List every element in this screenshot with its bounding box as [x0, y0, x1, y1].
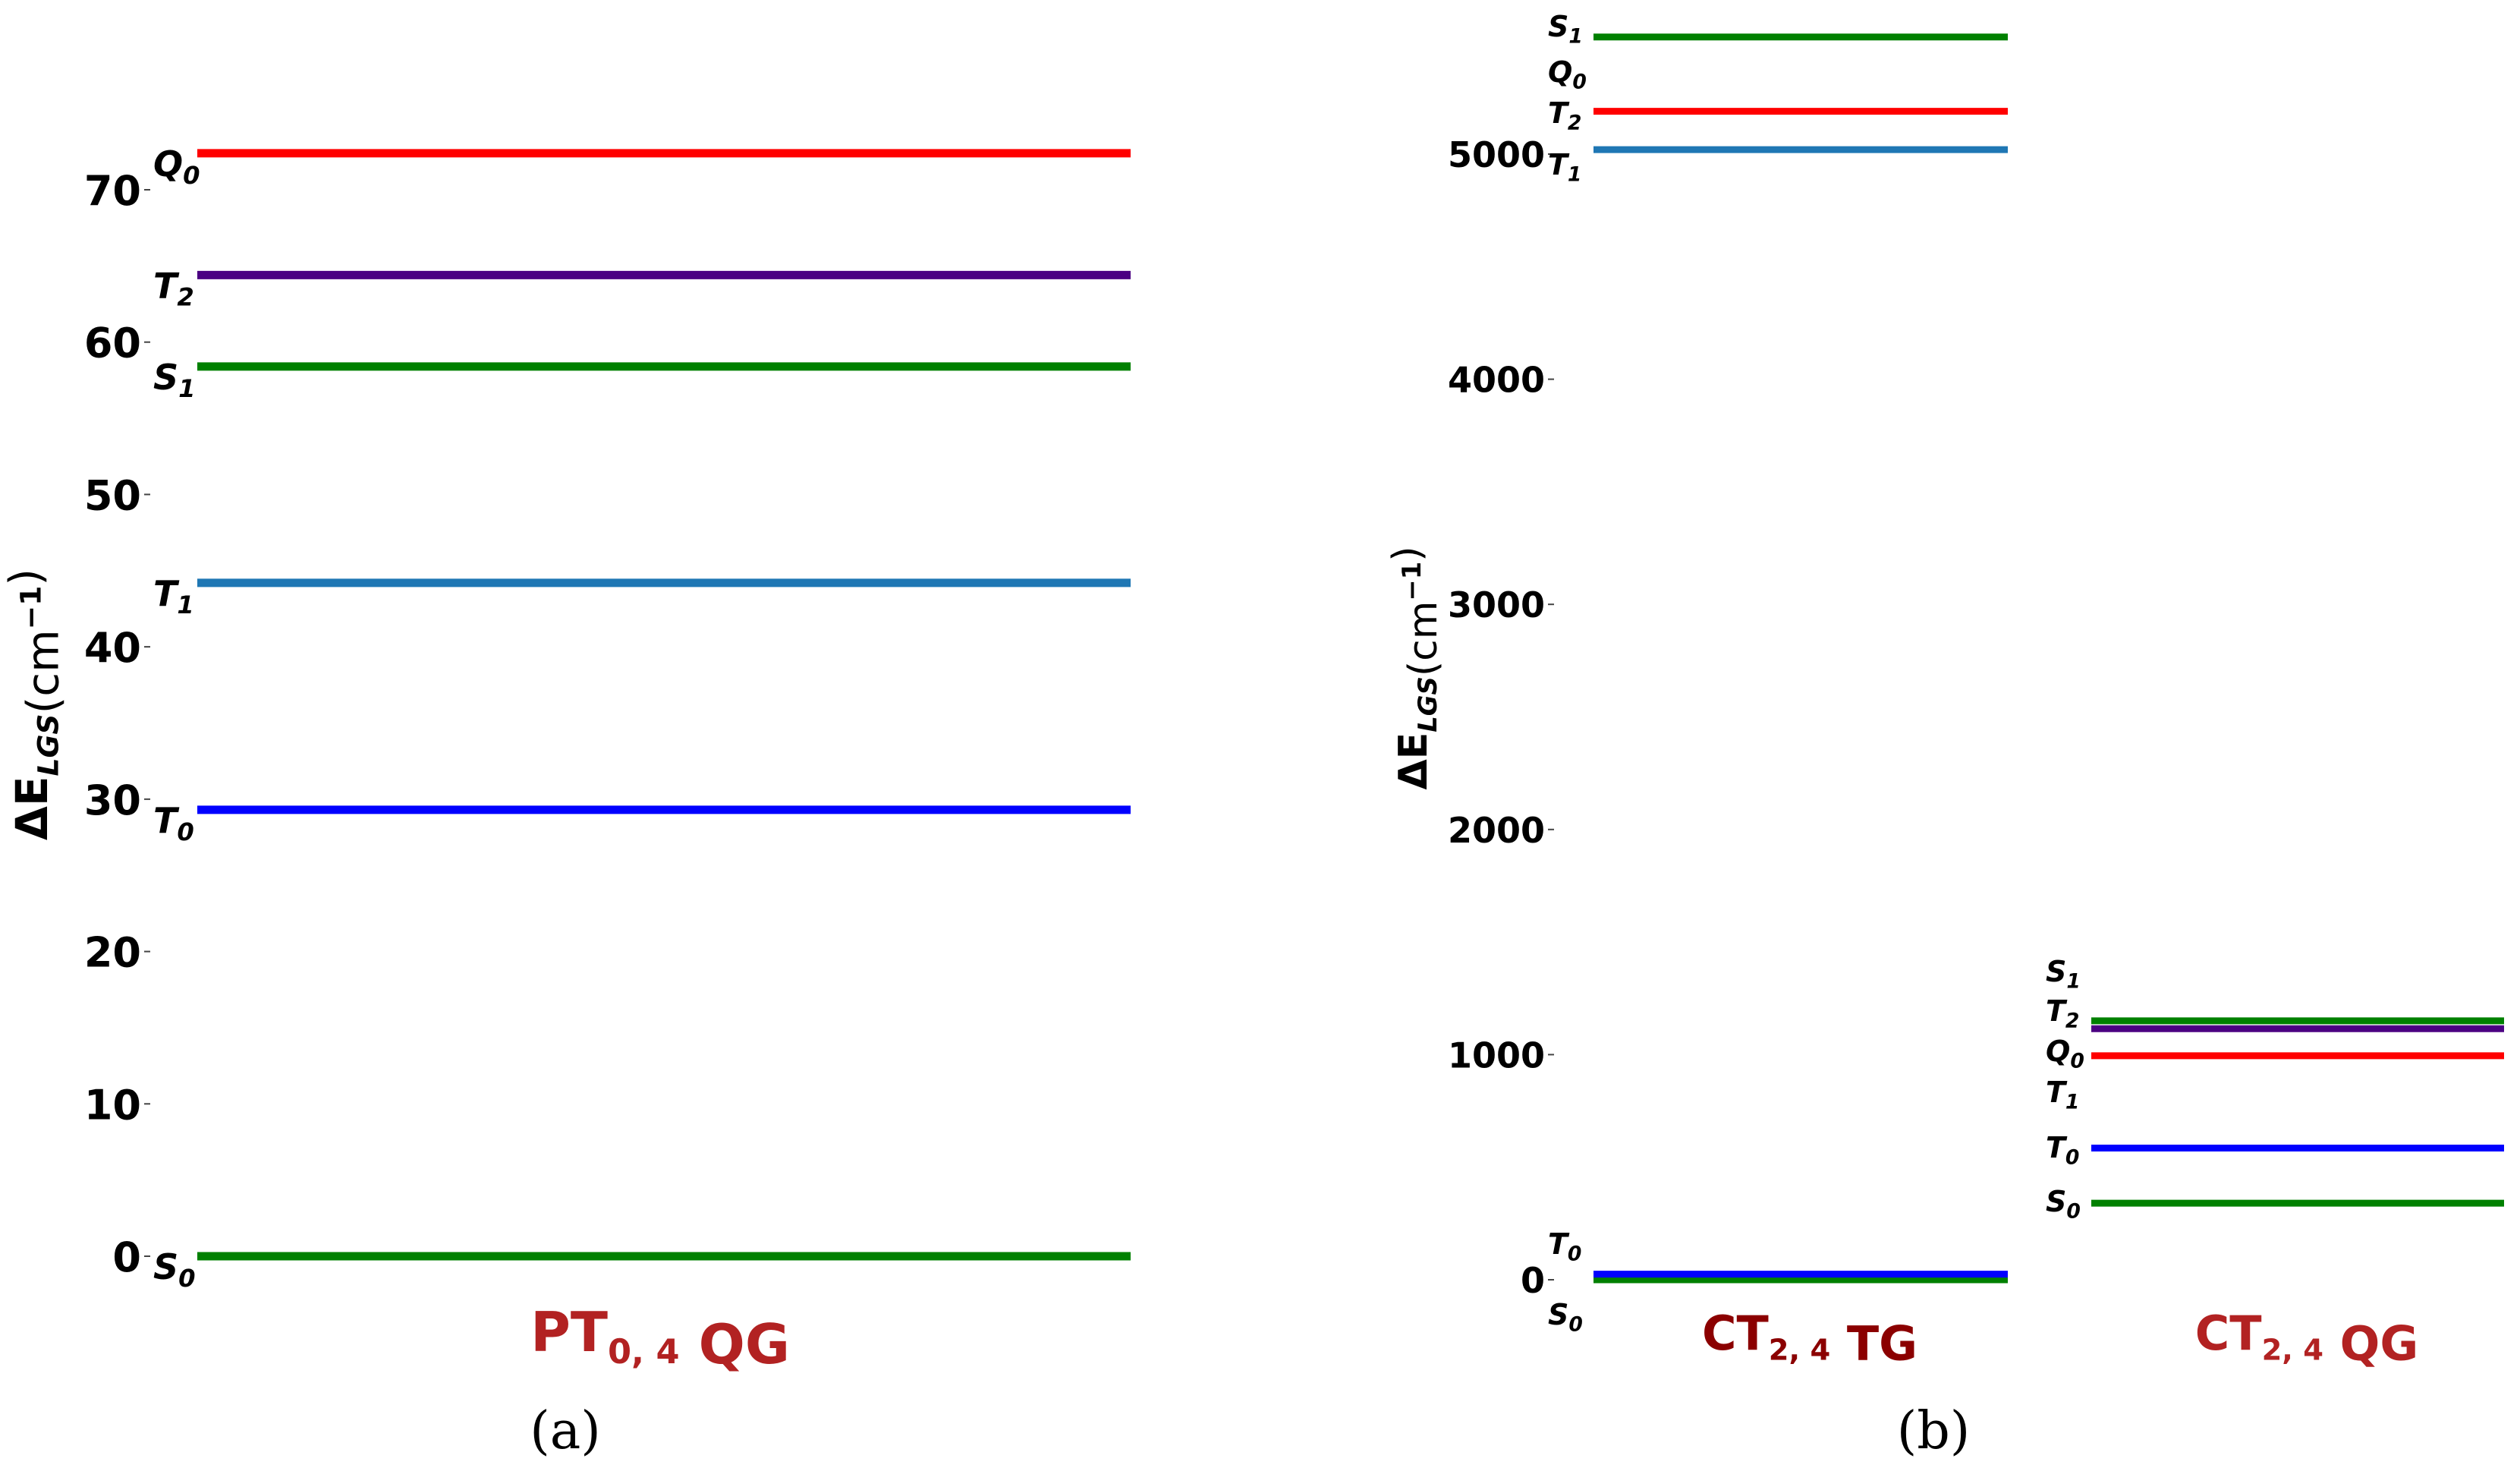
- y-tick-label: 10: [84, 1081, 141, 1129]
- state-label: T1: [153, 573, 194, 619]
- y-tick-label: 0: [112, 1233, 141, 1281]
- state-label: T2: [1548, 96, 1581, 134]
- y-tick-label: 4000: [1448, 360, 1545, 401]
- panel-a: 0 10 20 30 40 50 60 70 ΔELGS(cm−1) S0 T0 T1 S1 T2 Q0 PT…: [0, 143, 1131, 1461]
- y-tick-label: 40: [84, 624, 141, 672]
- state-label: S0: [2046, 1185, 2081, 1223]
- state-label: T2: [2046, 994, 2079, 1032]
- state-label: S0: [153, 1246, 196, 1293]
- panel-caption: (a): [530, 1401, 601, 1461]
- y-tick-label: 3000: [1448, 584, 1545, 625]
- y-axis-label: ΔELGS(cm−1): [1385, 546, 1446, 789]
- y-tick-label: 0: [1521, 1260, 1545, 1301]
- y-tick-label: 50: [84, 471, 141, 519]
- y-tick-label: 20: [84, 929, 141, 977]
- y-tick-label: 2000: [1448, 810, 1545, 851]
- state-label: S0: [1548, 1298, 1583, 1336]
- column-label: CT2, 4 QG: [2195, 1306, 2418, 1372]
- y-tick-label: 5000: [1448, 134, 1545, 175]
- column-label: PT0, 4 QG: [530, 1300, 790, 1376]
- column-label: CT2, 4 TG: [1702, 1306, 1918, 1372]
- y-tick-label: 70: [84, 167, 141, 215]
- y-tick-label: 1000: [1448, 1035, 1545, 1076]
- state-label: T1: [2046, 1076, 2079, 1114]
- panel-b: 0 1000 2000 3000 4000 5000 ΔELGS(cm−1) S0 T0 T1 T2…: [1385, 10, 2504, 1461]
- y-axis-label: ΔELGS(cm−1): [0, 569, 68, 840]
- state-label: Q0: [2046, 1035, 2084, 1073]
- state-label: S1: [153, 357, 196, 403]
- state-label: S1: [1548, 10, 1583, 48]
- state-label: T0: [153, 800, 194, 846]
- y-tick-label: 30: [84, 777, 141, 824]
- state-label: T2: [153, 265, 194, 311]
- state-label: S1: [2046, 955, 2081, 993]
- state-label: Q0: [1548, 55, 1587, 93]
- state-label: T0: [1548, 1227, 1581, 1265]
- state-label: T0: [2046, 1131, 2079, 1169]
- y-tick-label: 60: [84, 320, 141, 367]
- panel-caption: (b): [1897, 1401, 1971, 1461]
- state-label: Q0: [153, 143, 200, 190]
- state-label: T1: [1548, 148, 1581, 186]
